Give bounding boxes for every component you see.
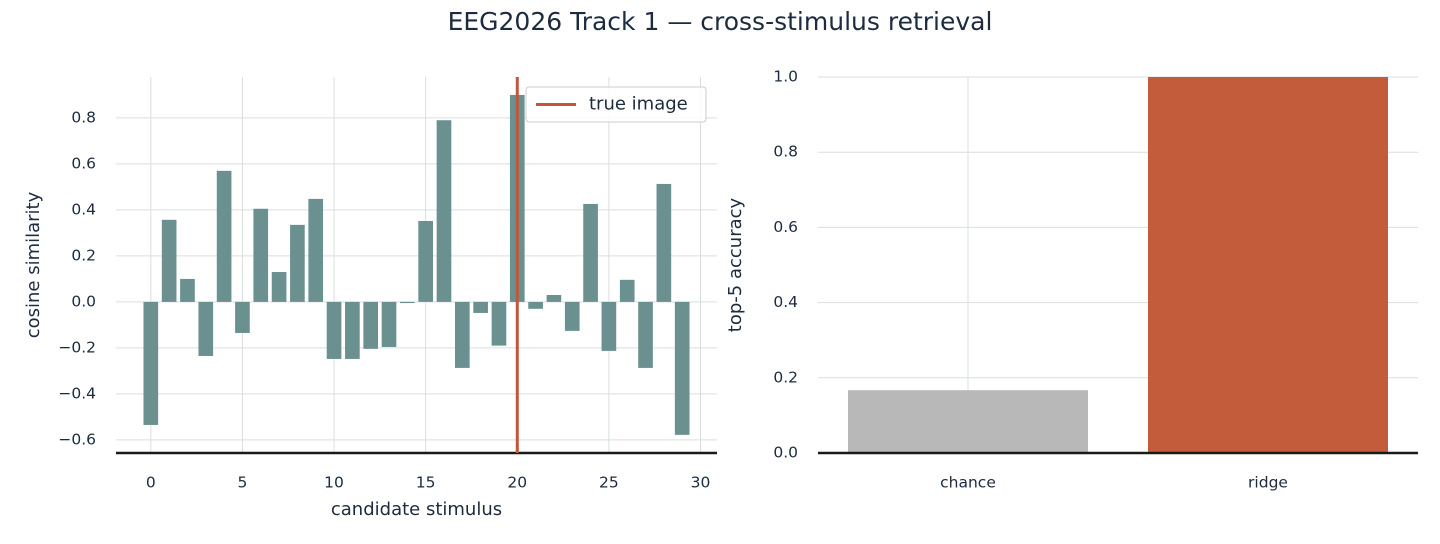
legend-label: true image bbox=[589, 94, 688, 115]
x-tick-label: 30 bbox=[691, 474, 711, 492]
bar bbox=[583, 203, 598, 302]
y-tick-label: −0.2 bbox=[58, 338, 96, 356]
y-tick-label: 1.0 bbox=[773, 68, 798, 86]
y-tick-label: −0.6 bbox=[58, 430, 96, 448]
bar bbox=[638, 301, 653, 368]
bar bbox=[180, 278, 195, 302]
bar bbox=[381, 301, 397, 347]
y-axis-label: top-5 accuracy bbox=[725, 197, 746, 332]
bar bbox=[418, 220, 433, 302]
bar bbox=[400, 301, 415, 304]
x-tick-label: chance bbox=[940, 474, 996, 492]
y-tick-label: 0.0 bbox=[773, 444, 798, 462]
bar bbox=[271, 272, 287, 302]
y-tick-label: 0.6 bbox=[773, 218, 798, 236]
y-tick-label: 0.2 bbox=[773, 368, 798, 386]
y-tick-label: 0.8 bbox=[71, 108, 96, 126]
bar bbox=[161, 219, 177, 302]
bar bbox=[601, 301, 617, 351]
bar bbox=[656, 183, 672, 302]
bar bbox=[546, 295, 562, 302]
bar bbox=[253, 208, 269, 302]
x-tick-label: 20 bbox=[507, 474, 527, 492]
y-axis-label: cosine similarity bbox=[23, 191, 44, 338]
bar bbox=[216, 170, 232, 302]
x-tick-label: 15 bbox=[416, 474, 436, 492]
bar bbox=[473, 301, 488, 313]
y-tick-label: 0.4 bbox=[773, 293, 798, 311]
bar bbox=[143, 301, 159, 425]
figure-title: EEG2026 Track 1 — cross-stimulus retriev… bbox=[448, 7, 993, 36]
bar bbox=[363, 301, 379, 349]
y-tick-label: 0.2 bbox=[71, 246, 96, 264]
x-tick-label: 5 bbox=[237, 474, 247, 492]
bar bbox=[235, 301, 250, 333]
bar bbox=[674, 301, 690, 435]
x-axis-label: candidate stimulus bbox=[331, 499, 502, 520]
y-tick-label: −0.4 bbox=[58, 384, 96, 402]
bar bbox=[528, 301, 543, 309]
x-tick-label: 0 bbox=[146, 474, 156, 492]
bar bbox=[345, 301, 360, 359]
x-tick-label: ridge bbox=[1248, 474, 1288, 492]
bar bbox=[454, 301, 470, 368]
x-tick-label: 25 bbox=[599, 474, 619, 492]
bar bbox=[848, 390, 1088, 453]
y-tick-label: 0.6 bbox=[71, 154, 96, 172]
bar bbox=[290, 224, 305, 302]
legend-box bbox=[525, 86, 707, 123]
bar bbox=[326, 301, 342, 359]
bar bbox=[619, 279, 635, 302]
y-tick-label: 0.8 bbox=[773, 143, 798, 161]
bar bbox=[491, 301, 507, 346]
bar bbox=[564, 301, 580, 331]
bar bbox=[308, 198, 324, 302]
bar bbox=[1148, 77, 1388, 453]
bar bbox=[436, 120, 452, 302]
y-tick-label: 0.4 bbox=[71, 200, 96, 218]
x-tick-label: 10 bbox=[324, 474, 344, 492]
bar bbox=[198, 301, 214, 356]
y-tick-label: 0.0 bbox=[71, 292, 96, 310]
